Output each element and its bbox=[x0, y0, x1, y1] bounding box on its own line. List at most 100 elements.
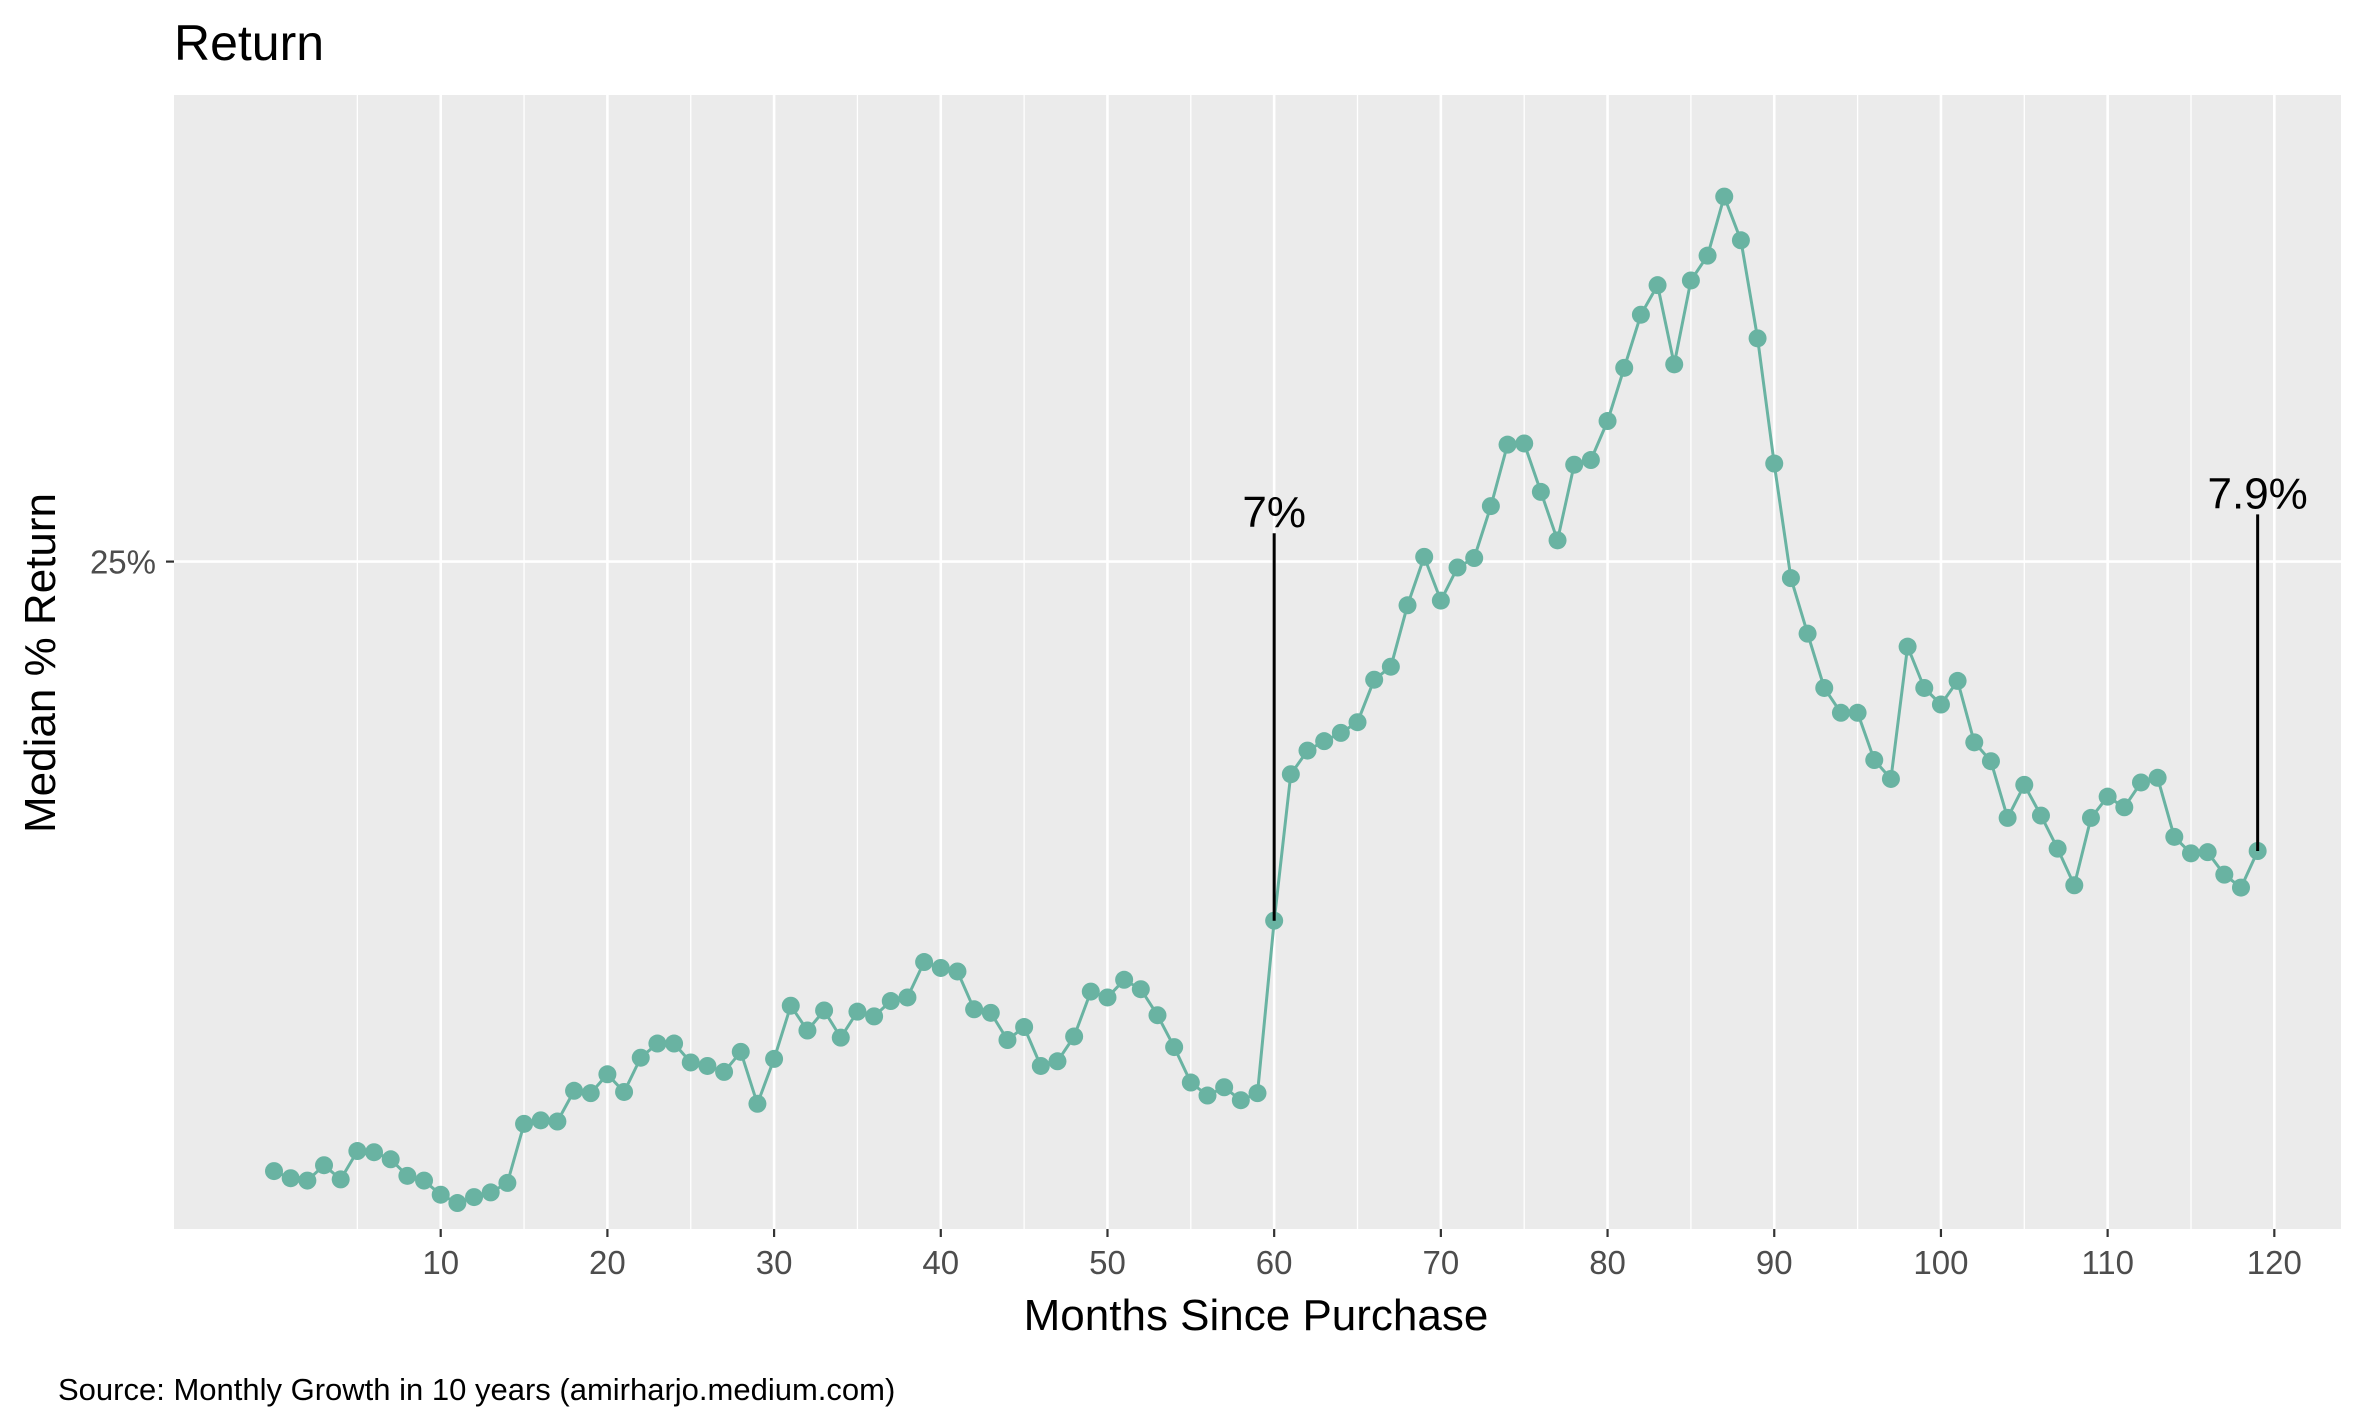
data-point bbox=[948, 962, 967, 981]
data-point bbox=[1465, 549, 1484, 568]
data-point bbox=[1481, 497, 1500, 516]
axis-ticks bbox=[166, 560, 2276, 1237]
data-point bbox=[831, 1028, 850, 1047]
data-point bbox=[1565, 455, 1584, 474]
data-point bbox=[1298, 741, 1317, 760]
data-point bbox=[1981, 752, 2000, 771]
data-point bbox=[615, 1082, 634, 1101]
data-point bbox=[498, 1173, 517, 1192]
data-point bbox=[815, 1001, 834, 1020]
data-point bbox=[581, 1084, 600, 1103]
data-point bbox=[1815, 678, 1834, 697]
data-point bbox=[1931, 695, 1950, 714]
data-point bbox=[281, 1169, 300, 1188]
data-point bbox=[1415, 547, 1434, 566]
major-gridlines bbox=[174, 95, 2341, 1229]
data-point bbox=[1965, 733, 1984, 752]
data-point bbox=[1531, 482, 1550, 501]
data-point bbox=[931, 958, 950, 977]
data-point bbox=[1581, 451, 1600, 470]
data-point bbox=[315, 1156, 334, 1175]
data-point bbox=[1131, 980, 1150, 999]
data-point bbox=[1065, 1027, 1084, 1046]
data-point bbox=[1798, 624, 1817, 643]
data-point bbox=[1015, 1018, 1034, 1037]
data-point bbox=[2031, 806, 2050, 825]
data-point bbox=[481, 1183, 500, 1202]
data-point bbox=[381, 1150, 400, 1169]
annotation-label: 7% bbox=[1242, 488, 1306, 537]
data-point bbox=[998, 1031, 1017, 1049]
data-point bbox=[1165, 1038, 1184, 1057]
data-point bbox=[1431, 591, 1450, 610]
data-point bbox=[2081, 808, 2100, 827]
data-point bbox=[431, 1185, 450, 1204]
data-point bbox=[915, 953, 934, 972]
data-point bbox=[2198, 843, 2217, 862]
series-group bbox=[265, 187, 2267, 1213]
data-point bbox=[565, 1081, 584, 1100]
data-point bbox=[1115, 970, 1134, 989]
data-point bbox=[1031, 1056, 1050, 1075]
data-point bbox=[365, 1143, 384, 1162]
data-point bbox=[1498, 435, 1517, 454]
x-tick-label: 10 bbox=[422, 1244, 459, 1281]
x-tick-label: 60 bbox=[1256, 1244, 1293, 1281]
data-point bbox=[2215, 865, 2234, 884]
data-point bbox=[415, 1171, 434, 1190]
data-point bbox=[698, 1056, 717, 1075]
data-point bbox=[1681, 271, 1700, 290]
data-point bbox=[1381, 657, 1400, 676]
data-point bbox=[1881, 769, 1900, 788]
data-point bbox=[1548, 531, 1567, 550]
data-point bbox=[665, 1034, 684, 1053]
source-caption: Source: Monthly Growth in 10 years (amir… bbox=[58, 1372, 896, 1407]
x-tick-label: 50 bbox=[1089, 1244, 1126, 1281]
data-point bbox=[2015, 775, 2034, 794]
data-point bbox=[1215, 1078, 1234, 1097]
data-point bbox=[515, 1114, 534, 1133]
data-point bbox=[1698, 246, 1717, 265]
plot-panel bbox=[174, 95, 2341, 1229]
data-point bbox=[1631, 305, 1650, 324]
data-point bbox=[1398, 596, 1417, 615]
x-tick-label: 20 bbox=[589, 1244, 626, 1281]
data-point bbox=[331, 1170, 350, 1189]
data-point bbox=[1865, 751, 1884, 770]
x-axis-tick-labels: 10 20 30 40 50 60 70 80 90 100 110 120 bbox=[422, 1244, 2302, 1281]
data-point bbox=[1365, 670, 1384, 689]
y-axis-label: Median % Return bbox=[16, 493, 65, 833]
data-point bbox=[2098, 787, 2117, 806]
data-point bbox=[1048, 1052, 1067, 1071]
data-point bbox=[1598, 412, 1617, 431]
data-point bbox=[765, 1049, 784, 1068]
x-tick-label: 120 bbox=[2247, 1244, 2302, 1281]
data-point bbox=[1348, 713, 1367, 732]
data-point bbox=[1665, 355, 1684, 374]
data-point bbox=[631, 1048, 650, 1067]
chart-title: Return bbox=[174, 15, 325, 71]
data-point bbox=[848, 1002, 867, 1021]
data-point bbox=[1848, 703, 1867, 722]
data-point bbox=[1615, 358, 1634, 377]
data-point bbox=[1248, 1084, 1267, 1103]
data-point bbox=[2115, 798, 2134, 817]
data-point bbox=[731, 1042, 750, 1061]
data-point bbox=[715, 1062, 734, 1081]
data-point bbox=[1198, 1086, 1217, 1105]
data-point bbox=[881, 992, 900, 1011]
x-tick-label: 110 bbox=[2081, 1244, 2134, 1281]
data-point bbox=[2131, 773, 2150, 792]
y-axis-tick-labels: 25% bbox=[90, 544, 156, 581]
data-point bbox=[1181, 1073, 1200, 1092]
data-point bbox=[898, 988, 917, 1007]
x-tick-label: 100 bbox=[1913, 1244, 1968, 1281]
data-point bbox=[1948, 671, 1967, 690]
data-point bbox=[2231, 878, 2250, 897]
data-point bbox=[1515, 434, 1534, 453]
data-point bbox=[1081, 982, 1100, 1001]
data-point bbox=[2065, 876, 2084, 895]
data-point bbox=[1098, 988, 1117, 1007]
x-tick-label: 40 bbox=[922, 1244, 959, 1281]
data-point bbox=[1831, 703, 1850, 722]
